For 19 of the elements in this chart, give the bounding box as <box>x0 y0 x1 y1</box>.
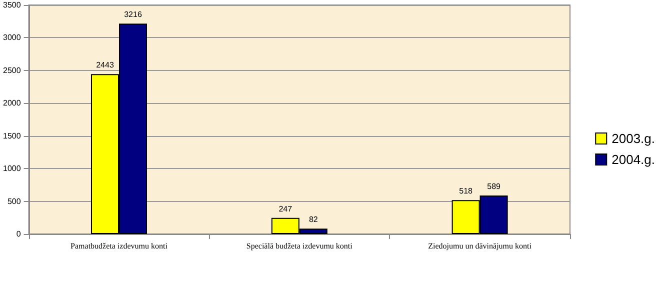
x-tick-label: Pamatbudžeta izdevumu konti <box>70 242 168 250</box>
y-tick-label: 1500 <box>3 131 22 140</box>
data-label: 3216 <box>124 10 142 20</box>
data-label: 82 <box>308 215 318 224</box>
y-tick-label: 500 <box>7 196 22 206</box>
y-tick-label: 0 <box>16 230 22 238</box>
y-tick-label: 1000 <box>3 164 22 174</box>
x-tick-label: Speciālā budžeta izdevumu konti <box>246 242 354 250</box>
data-label: 518 <box>459 186 474 196</box>
data-label: 2443 <box>96 60 114 70</box>
y-tick-label: 2500 <box>3 66 22 75</box>
y-tick-label: 3000 <box>3 33 22 42</box>
legend-label: 2003.g. <box>612 131 655 146</box>
data-label: 247 <box>278 204 293 214</box>
y-tick-label: 2000 <box>3 98 22 108</box>
legend-label: 2004.g. <box>612 152 655 167</box>
data-label: 589 <box>487 182 502 191</box>
y-tick-label: 3500 <box>3 0 22 10</box>
x-tick-label: Ziedojumu un dāvinājumu konti <box>428 242 532 250</box>
